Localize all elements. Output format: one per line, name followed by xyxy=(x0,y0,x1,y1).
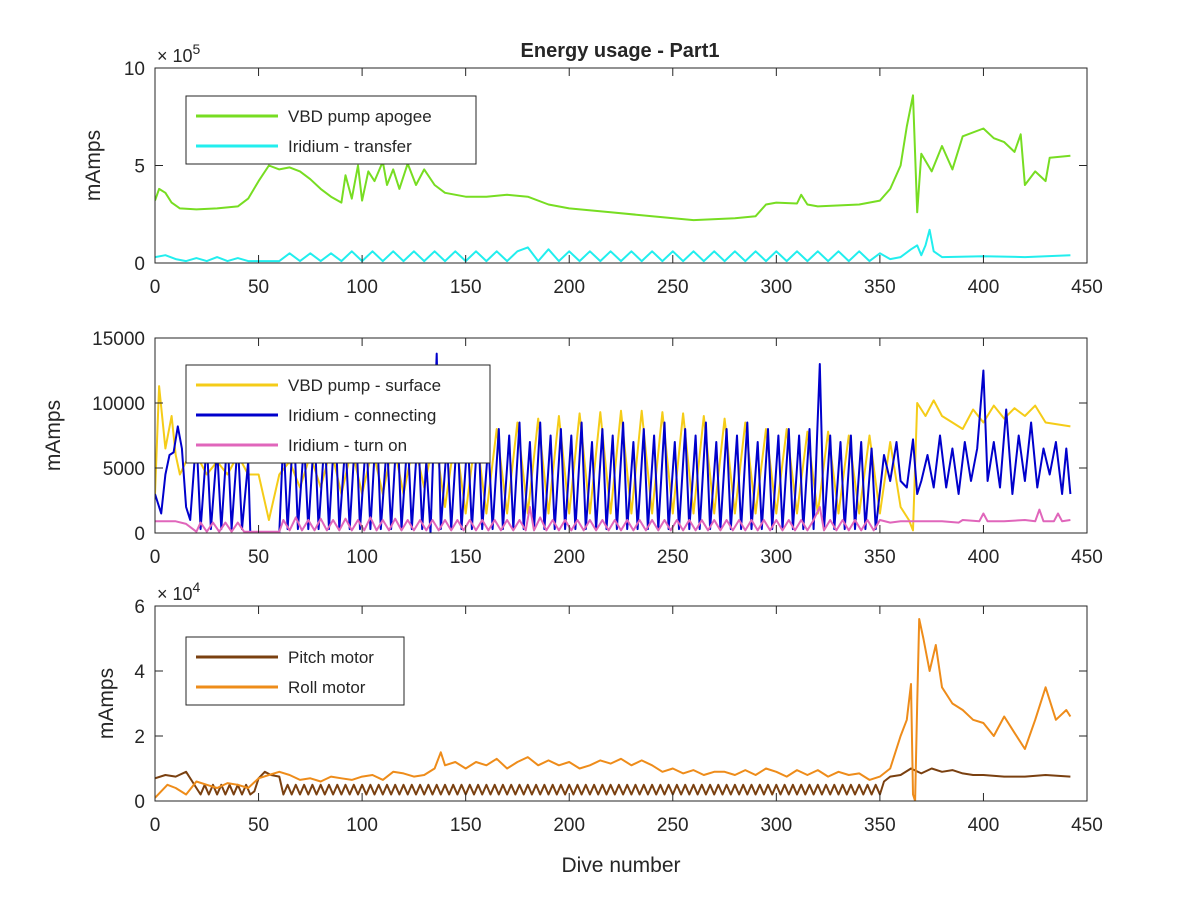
chart-2-y-tick-label: 0 xyxy=(134,524,145,545)
chart-1-y-axis-label: mAmps xyxy=(82,130,105,201)
chart-1-y-tick-label: 5 xyxy=(134,157,145,178)
chart-2-x-tick-label: 350 xyxy=(864,547,896,568)
chart-2-legend-label: VBD pump - surface xyxy=(288,376,441,395)
chart-1-legend-box xyxy=(185,95,477,165)
chart-3-x-tick-label: 200 xyxy=(553,815,585,836)
chart-2-x-tick-label: 300 xyxy=(760,547,792,568)
chart-1-x-tick-label: 300 xyxy=(760,277,792,298)
chart-2-y-tick-label: 15000 xyxy=(92,329,145,350)
chart-3-y-tick-label: 0 xyxy=(134,792,145,813)
chart-2-axes-box xyxy=(154,337,1088,534)
chart-2-x-tick-label: 400 xyxy=(968,547,1000,568)
chart-2-y-tick-label: 10000 xyxy=(92,394,145,415)
chart-1-x-tick-label: 400 xyxy=(968,277,1000,298)
chart-3-legend: Pitch motor Roll motor xyxy=(185,636,405,706)
chart-3-legend-label: Pitch motor xyxy=(288,648,374,667)
chart-3-series-roll-motor xyxy=(155,618,1072,801)
chart-3-x-tick-label: 100 xyxy=(346,815,378,836)
chart-3-legend-box xyxy=(185,636,405,706)
chart-3-x-tick-label: 300 xyxy=(760,815,792,836)
chart-1-y-tick-label: 0 xyxy=(134,254,145,275)
chart-1-x-tick-label: 450 xyxy=(1071,277,1103,298)
chart-1-x-tick-label: 150 xyxy=(450,277,482,298)
chart-3-x-tick-label: 0 xyxy=(150,815,161,836)
chart-1-y-exponent: × 105 xyxy=(157,41,201,66)
chart-1-x-tick-label: 250 xyxy=(657,277,689,298)
chart-3-series-pitch-motor xyxy=(155,767,1071,796)
chart-3-legend-label: Roll motor xyxy=(288,678,366,697)
chart-1-legend-label: VBD pump apogee xyxy=(288,107,432,126)
chart-1-series-group xyxy=(155,94,1071,263)
chart-1-x-tick-label: 0 xyxy=(150,277,161,298)
chart-1-x-tick-label: 350 xyxy=(864,277,896,298)
chart-3-y-axis-label: mAmps xyxy=(95,668,118,739)
chart-3-x-tick-label: 350 xyxy=(864,815,896,836)
chart-1-x-tick-label: 200 xyxy=(553,277,585,298)
chart-1-series-iridium-transfer xyxy=(155,228,1071,263)
chart-2-y-axis-label: mAmps xyxy=(42,400,65,471)
chart-2-y-tick-label: 5000 xyxy=(103,459,145,480)
chart-3-x-tick-label: 250 xyxy=(657,815,689,836)
chart-3-x-tick-label: 50 xyxy=(248,815,269,836)
chart-3-x-tick-label: 450 xyxy=(1071,815,1103,836)
chart-2-x-tick-label: 50 xyxy=(248,547,269,568)
chart-2-x-tick-label: 0 xyxy=(150,547,161,568)
chart-2-x-tick-label: 200 xyxy=(553,547,585,568)
panel-surface-connecting: 0 50 100 150 200 250 300 350 400 450 0 5000 10000 150… xyxy=(42,329,1103,568)
chart-2-x-tick-label: 150 xyxy=(450,547,482,568)
panel-motors: 0 50 100 150 200 250 300 350 400 450 0 2 4 6 × 104 mAmp… xyxy=(95,579,1103,877)
chart-2-x-tick-label: 100 xyxy=(346,547,378,568)
chart-3-x-tick-label: 150 xyxy=(450,815,482,836)
chart-2-legend-label: Iridium - connecting xyxy=(288,406,436,425)
chart-3-x-axis-label: Dive number xyxy=(561,854,680,877)
chart-3-axes-box xyxy=(154,605,1088,802)
chart-3-series-group xyxy=(155,618,1072,801)
chart-1-series-vbd-pump-apogee xyxy=(155,94,1071,222)
chart-2-legend: VBD pump - surface Iridium - connecting Ir… xyxy=(185,364,491,464)
chart-2-x-tick-label: 250 xyxy=(657,547,689,568)
chart-3-y-tick-label: 6 xyxy=(134,597,145,618)
chart-1-x-tick-label: 100 xyxy=(346,277,378,298)
chart-1-y-tick-label: 10 xyxy=(124,59,145,80)
chart-2-legend-label: Iridium - turn on xyxy=(288,436,407,455)
chart-1-x-tick-label: 50 xyxy=(248,277,269,298)
chart-3-y-tick-label: 2 xyxy=(134,727,145,748)
chart-2-x-tick-label: 450 xyxy=(1071,547,1103,568)
chart-3-x-tick-label: 400 xyxy=(968,815,1000,836)
chart-3-y-tick-label: 4 xyxy=(134,662,145,683)
chart-3-y-exponent: × 104 xyxy=(157,579,201,604)
chart-1-legend: VBD pump apogee Iridium - transfer xyxy=(185,95,477,165)
figure-title: Energy usage - Part1 xyxy=(521,40,720,62)
chart-1-legend-label: Iridium - transfer xyxy=(288,137,412,156)
panel-energy-vbd-iridium: 0 50 100 150 200 250 300 350 400 450 0 5 10 × 105 mAmp… xyxy=(82,41,1103,298)
chart-2-series-iridium-turn-on xyxy=(155,506,1071,533)
